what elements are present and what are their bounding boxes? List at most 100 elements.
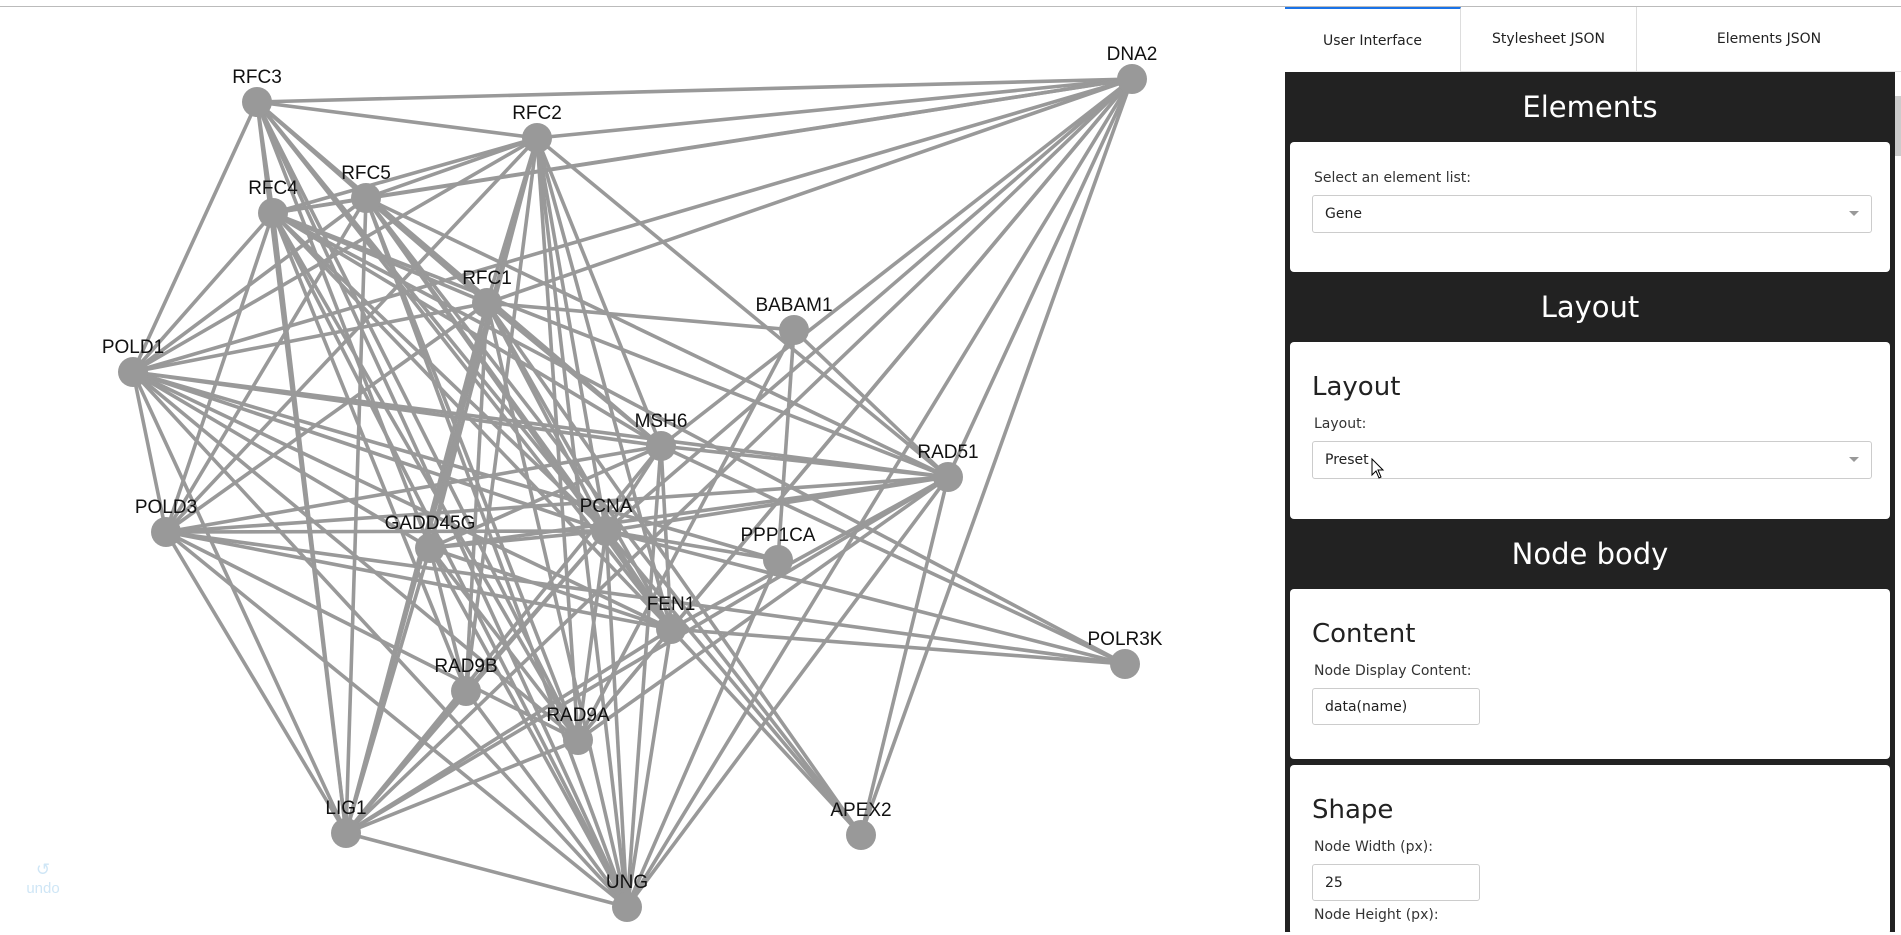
edge-rfc1-pold1[interactable] xyxy=(132,301,488,374)
edge-rad51-gadd45g[interactable] xyxy=(429,475,949,550)
edge-rfc3-pold1[interactable] xyxy=(131,101,259,373)
edge-rad51-lig1[interactable] xyxy=(345,475,949,835)
edge-pold3-lig1[interactable] xyxy=(164,531,348,834)
node-pcna[interactable] xyxy=(591,516,621,546)
node-rad9b[interactable] xyxy=(451,676,481,706)
edge-rfc1-apex2[interactable] xyxy=(485,301,863,837)
edge-fen1-msh6[interactable] xyxy=(659,445,673,630)
node-display-content-input[interactable]: data(name) xyxy=(1312,688,1480,725)
edge-rfc4-polr3k[interactable] xyxy=(272,211,1126,666)
edge-pold3-polr3k[interactable] xyxy=(165,530,1126,666)
edge-rfc2-rad51[interactable] xyxy=(535,136,950,479)
settings-scroll-area[interactable]: Elements Select an element list: Gene La… xyxy=(1285,72,1895,935)
edge-pcna-fen1[interactable] xyxy=(604,530,673,630)
edge-pold1-fen1[interactable] xyxy=(132,370,672,631)
edge-pcna-polr3k[interactable] xyxy=(605,529,1126,666)
edge-rfc2-pold3[interactable] xyxy=(164,136,539,534)
edge-gadd45g-rad9b[interactable] xyxy=(428,547,468,692)
edge-rad51-rad9a[interactable] xyxy=(576,475,950,742)
tab-stylesheet-json[interactable]: Stylesheet JSON xyxy=(1461,7,1637,72)
network-graph-canvas[interactable]: RFC3 DNA2 RFC2 RFC5 RFC4 RFC1 BABAM1 POLD1 MSH6 R… xyxy=(0,7,1285,923)
edge-rad9b-ung[interactable] xyxy=(464,689,629,909)
edge-fen1-apex2[interactable] xyxy=(669,627,863,837)
edge-pcna-rad9a[interactable] xyxy=(576,530,608,741)
edge-lig1-ung[interactable] xyxy=(345,831,628,909)
edge-pold1-ppp1ca[interactable] xyxy=(132,370,779,562)
edge-fen1-gadd45g[interactable] xyxy=(429,546,672,631)
edge-rfc2-rfc4[interactable] xyxy=(272,136,538,215)
edge-rfc2-rad9b[interactable] xyxy=(464,137,539,692)
node-polr3k[interactable] xyxy=(1110,649,1140,679)
edge-pold3-rad51[interactable] xyxy=(165,475,949,534)
edge-rad51-apex2[interactable] xyxy=(859,476,950,836)
node-msh6[interactable] xyxy=(646,431,676,461)
edge-rfc5-pold3[interactable] xyxy=(164,197,368,533)
edge-rfc2-pold1[interactable] xyxy=(132,136,538,374)
edge-rfc1-pold3[interactable] xyxy=(164,301,489,534)
edge-rfc3-rfc2[interactable] xyxy=(256,100,538,140)
edge-fen1-rad9a[interactable] xyxy=(576,627,673,742)
edge-dna2-rfc1[interactable] xyxy=(486,77,1133,305)
edge-pold3-ung[interactable] xyxy=(164,530,629,909)
node-ppp1ca[interactable] xyxy=(763,545,793,575)
edge-rfc5-ung[interactable] xyxy=(364,197,629,908)
tab-elements-json[interactable]: Elements JSON xyxy=(1637,7,1901,72)
edge-rfc1-msh6[interactable] xyxy=(485,301,663,448)
panel-scrollbar[interactable] xyxy=(1895,96,1901,156)
edge-fen1-ung[interactable] xyxy=(625,628,673,908)
edge-rfc4-ung[interactable] xyxy=(271,212,629,908)
graph-svg[interactable]: RFC3 DNA2 RFC2 RFC5 RFC4 RFC1 BABAM1 POLD1 MSH6 R… xyxy=(0,0,1285,923)
edge-rad9b-lig1[interactable] xyxy=(344,689,468,835)
edge-rfc1-rad9b[interactable] xyxy=(464,302,489,692)
edge-pcna-rad9b[interactable] xyxy=(464,529,608,693)
edge-babam1-rad51[interactable] xyxy=(792,328,950,479)
edge-rfc4-pold1[interactable] xyxy=(131,211,275,374)
node-babam1[interactable] xyxy=(779,315,809,345)
tab-user-interface[interactable]: User Interface xyxy=(1285,7,1461,72)
edge-dna2-rfc2[interactable] xyxy=(536,77,1133,140)
node-rfc3[interactable] xyxy=(242,87,272,117)
edge-msh6-gadd45g[interactable] xyxy=(429,444,662,550)
edge-rfc4-msh6[interactable] xyxy=(272,211,662,448)
edge-rad9a-lig1[interactable] xyxy=(345,738,579,835)
edge-pold3-msh6[interactable] xyxy=(165,444,662,534)
node-rfc4[interactable] xyxy=(258,198,288,228)
node-ung[interactable] xyxy=(612,892,642,922)
node-dna2[interactable] xyxy=(1117,64,1147,94)
edge-msh6-rad51[interactable] xyxy=(660,444,949,479)
edge-rfc2-pcna[interactable] xyxy=(535,137,608,532)
node-rfc1[interactable] xyxy=(472,288,502,318)
edge-msh6-polr3k[interactable] xyxy=(660,444,1126,666)
edge-rfc2-msh6[interactable] xyxy=(535,137,663,447)
edge-rfc1-gadd45g[interactable] xyxy=(428,302,489,549)
node-width-input[interactable]: 25 xyxy=(1312,864,1480,901)
edge-pold3-pcna[interactable] xyxy=(165,529,607,534)
edge-pcna-ppp1ca[interactable] xyxy=(605,529,779,562)
edge-rfc2-rfc5[interactable] xyxy=(365,136,538,200)
edge-rfc5-lig1[interactable] xyxy=(344,197,368,834)
edge-dna2-pcna[interactable] xyxy=(604,77,1134,533)
edge-dna2-ung[interactable] xyxy=(625,78,1134,908)
edge-pold1-rad51[interactable] xyxy=(132,370,949,479)
edge-pold3-fen1[interactable] xyxy=(165,530,672,631)
edge-pold1-lig1[interactable] xyxy=(131,371,348,834)
edge-rfc5-rfc4[interactable] xyxy=(272,196,367,215)
edge-dna2-rfc4[interactable] xyxy=(272,77,1133,215)
edge-msh6-ung[interactable] xyxy=(625,445,663,908)
edge-pold1-pold3[interactable] xyxy=(131,371,168,533)
edge-dna2-rad51[interactable] xyxy=(946,78,1134,478)
edge-gadd45g-lig1[interactable] xyxy=(344,547,432,834)
edge-rfc5-rad51[interactable] xyxy=(365,196,949,479)
edge-rfc4-pold3[interactable] xyxy=(164,212,275,533)
edge-pold3-rad9a[interactable] xyxy=(165,530,579,742)
element-list-select[interactable]: Gene xyxy=(1312,195,1872,233)
node-fen1[interactable] xyxy=(656,614,686,644)
node-lig1[interactable] xyxy=(331,818,361,848)
edge-rfc4-pcna[interactable] xyxy=(271,211,608,533)
node-apex2[interactable] xyxy=(846,820,876,850)
edge-dna2-apex2[interactable] xyxy=(859,78,1134,836)
edge-pold1-rad9a[interactable] xyxy=(131,370,580,742)
edge-babam1-rad9a[interactable] xyxy=(576,329,796,741)
edge-rfc3-gadd45g[interactable] xyxy=(255,101,432,549)
edge-rfc2-fen1[interactable] xyxy=(535,137,673,630)
